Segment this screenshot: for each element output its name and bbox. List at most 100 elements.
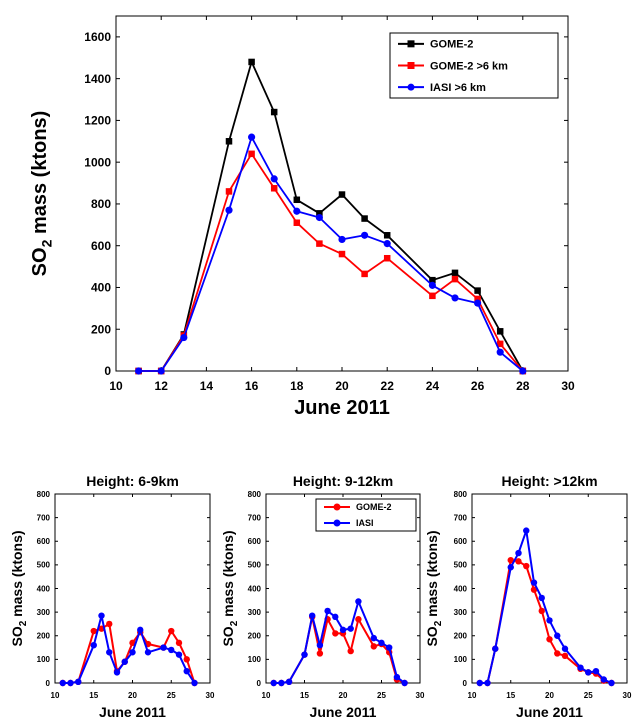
- data-point: [248, 150, 255, 158]
- y-tick-label: 1200: [84, 114, 111, 128]
- data-point: [361, 231, 369, 239]
- y-tick-label: 800: [248, 490, 262, 499]
- x-axis-label: June 2011: [516, 704, 583, 720]
- y-tick-label: 0: [46, 679, 51, 688]
- y-tick-label: 400: [248, 584, 262, 593]
- series-line-2: [138, 136, 524, 372]
- data-point: [474, 299, 482, 307]
- data-point: [515, 549, 522, 557]
- y-tick-label: 600: [248, 537, 262, 546]
- data-point: [160, 644, 167, 651]
- y-axis-label-rest: mass (ktons): [29, 111, 51, 240]
- data-point: [355, 616, 362, 623]
- x-tick-label: 10: [262, 691, 271, 700]
- data-point: [106, 649, 113, 656]
- x-tick-label: 10: [51, 691, 60, 700]
- y-tick-label: 0: [463, 679, 468, 688]
- data-point: [225, 206, 233, 214]
- y-tick-label: 800: [91, 197, 111, 211]
- data-point: [515, 558, 522, 565]
- data-point: [191, 679, 198, 687]
- series-line-1: [479, 529, 612, 684]
- data-point: [106, 620, 113, 628]
- data-point: [168, 627, 175, 635]
- data-point: [338, 191, 346, 198]
- x-tick-label: 30: [416, 691, 425, 700]
- y-tick-label: 300: [37, 608, 51, 617]
- data-point: [492, 645, 499, 652]
- data-point: [168, 646, 175, 654]
- data-point: [324, 607, 331, 615]
- data-point: [507, 556, 514, 564]
- data-point: [285, 678, 293, 686]
- x-tick-label: 12: [155, 379, 169, 393]
- legend-marker: [407, 40, 415, 48]
- data-point: [585, 669, 592, 676]
- data-point: [401, 679, 408, 687]
- data-point: [538, 594, 545, 602]
- data-point: [386, 644, 393, 651]
- y-tick-label: 500: [454, 561, 468, 570]
- data-point: [361, 270, 368, 278]
- data-point: [339, 626, 347, 634]
- data-point: [496, 348, 504, 356]
- y-tick-label: 400: [37, 584, 51, 593]
- data-point: [429, 292, 436, 300]
- data-point: [355, 598, 362, 605]
- data-point: [546, 617, 553, 624]
- legend: GOME-2 IASI: [315, 498, 417, 532]
- y-tick-label: 0: [104, 364, 111, 378]
- x-tick-label: 15: [506, 691, 515, 700]
- data-point: [538, 607, 545, 615]
- x-tick-label: 10: [109, 379, 123, 393]
- data-point: [248, 133, 256, 141]
- y-tick-label: 500: [37, 561, 51, 570]
- y-axis-label-main: SO: [29, 247, 51, 276]
- data-point: [175, 651, 183, 658]
- data-point: [75, 678, 82, 686]
- data-point: [338, 235, 346, 244]
- y-tick-label: 700: [37, 513, 51, 522]
- y-tick-label: 400: [91, 281, 111, 295]
- legend-box: [315, 498, 417, 532]
- x-tick-label: 26: [471, 379, 485, 393]
- y-axis-label-rest: mass (ktons): [220, 530, 236, 620]
- data-point: [554, 632, 561, 639]
- y-tick-label: 1600: [84, 30, 111, 44]
- x-tick-label: 25: [167, 691, 176, 700]
- legend-label: IASI >6 km: [430, 82, 486, 94]
- y-axis-label-subscript: 2: [433, 620, 444, 626]
- chart-panel-0: 10 12 14 16 18 20 22 24 26 28 30 0 200 400 600 800 1000 1…: [29, 15, 575, 419]
- x-tick-label: 28: [516, 379, 530, 393]
- data-point: [370, 634, 377, 642]
- y-tick-label: 1400: [84, 72, 111, 86]
- x-tick-label: 25: [584, 691, 593, 700]
- data-point: [608, 679, 615, 687]
- chart-panel-1: 10 15 20 25 300100200300400500600700800Heigh…: [9, 473, 215, 720]
- x-tick-label: 30: [561, 379, 575, 393]
- series-line-1: [138, 152, 524, 372]
- y-axis-label-main: SO: [220, 626, 236, 646]
- y-axis-label-main: SO: [9, 626, 25, 646]
- series-line-1: [62, 614, 196, 684]
- data-point: [144, 649, 152, 656]
- data-point: [451, 275, 459, 283]
- chart-title: Height: 9-12km: [293, 473, 393, 489]
- y-tick-label: 200: [454, 632, 468, 641]
- y-tick-label: 0: [257, 679, 262, 688]
- data-point: [309, 612, 316, 619]
- data-point: [180, 334, 188, 342]
- data-point: [315, 213, 323, 222]
- data-point: [451, 294, 459, 302]
- y-tick-label: 300: [454, 608, 468, 617]
- data-point: [316, 240, 323, 247]
- data-point: [530, 579, 538, 586]
- data-point: [90, 642, 97, 649]
- x-tick-label: 30: [623, 691, 632, 700]
- data-point: [67, 679, 74, 687]
- y-axis-label: SO2 mass (ktons): [29, 111, 55, 277]
- data-point: [476, 679, 483, 687]
- data-point: [98, 612, 105, 619]
- legend-marker: [333, 519, 341, 527]
- y-axis-label: SO2 mass (ktons): [424, 530, 444, 646]
